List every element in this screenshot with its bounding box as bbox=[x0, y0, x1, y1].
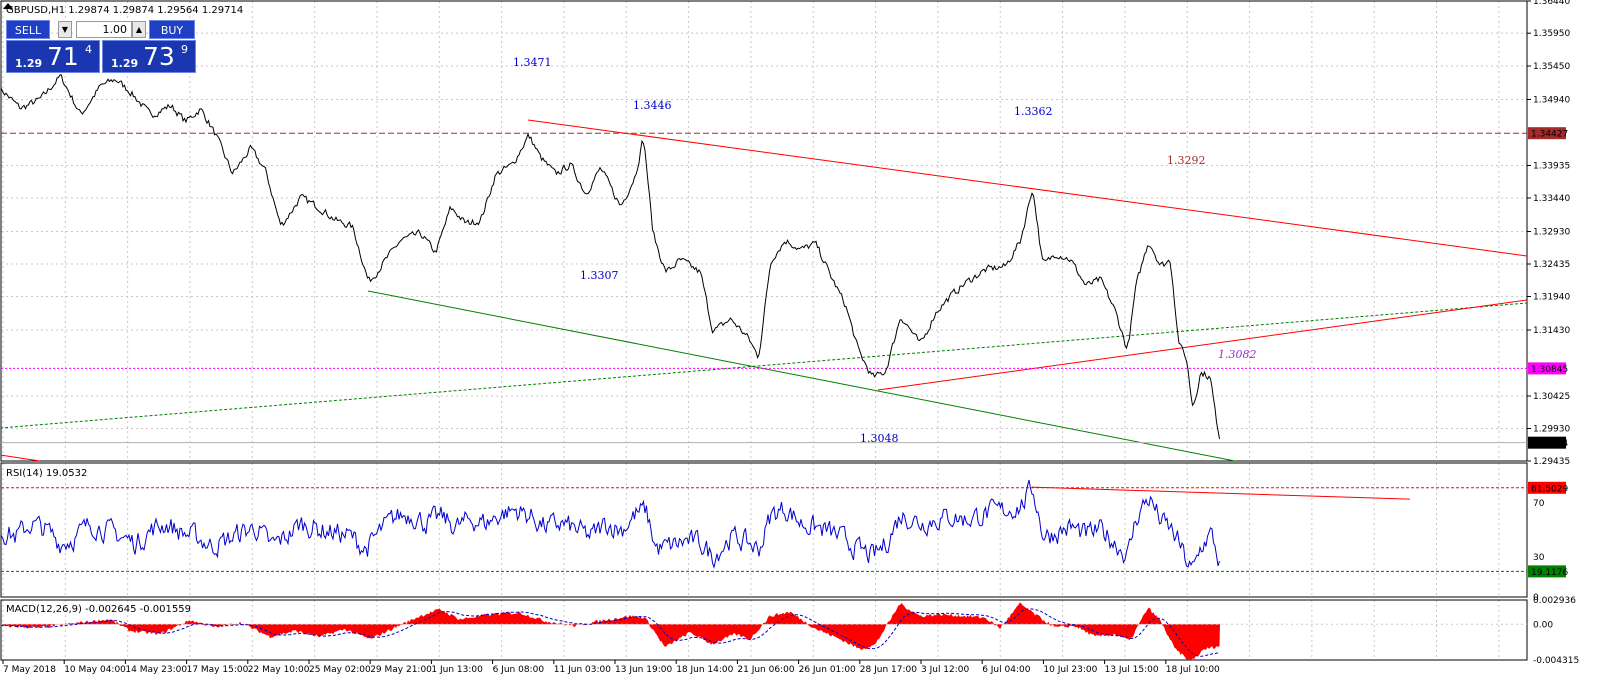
buy-price-box[interactable]: 1.29 73 9 bbox=[102, 40, 196, 73]
y-tick-label: 1.35950 bbox=[1533, 29, 1570, 39]
panel-border bbox=[0, 462, 1528, 598]
macd-tick-label: 0.00 bbox=[1533, 620, 1553, 630]
price-tag-current: 1.29714 bbox=[1531, 439, 1568, 449]
y-tick-label: 1.32435 bbox=[1533, 260, 1570, 270]
x-tick-label: 13 Jun 19:00 bbox=[615, 665, 672, 675]
level-label: 1.3471 bbox=[513, 56, 552, 69]
rsi-tick-label: 70 bbox=[1533, 499, 1545, 509]
buy-price-pips: 73 bbox=[143, 42, 175, 71]
y-tick-label: 1.31940 bbox=[1533, 293, 1570, 303]
level-label: 1.3292 bbox=[1167, 154, 1206, 167]
grid-lines bbox=[1, 0, 1527, 660]
panel-border bbox=[0, 599, 1528, 661]
price-tag-current-bg bbox=[1528, 436, 1566, 449]
axes: 1.36440 1.35950 1.35450 1.34940 1.33935 1.334… bbox=[2, 0, 1579, 675]
price-panel bbox=[1, 74, 1527, 461]
x-tick-label: 14 May 23:00 bbox=[125, 665, 187, 675]
x-tick-label: 25 May 02:00 bbox=[309, 665, 371, 675]
y-tick-label: 1.35450 bbox=[1533, 62, 1570, 72]
buy-price-prefix: 1.29 bbox=[111, 57, 139, 70]
level-label: 1.3362 bbox=[1014, 105, 1053, 118]
rsi-tick-label: 0 bbox=[1533, 593, 1539, 603]
macd-tick-label: -0.004315 bbox=[1533, 656, 1579, 666]
level-label: 1.3048 bbox=[860, 432, 899, 445]
sell-price-pips: 71 bbox=[47, 42, 79, 71]
rsi-title: RSI(14) 19.0532 bbox=[6, 468, 87, 479]
x-tick-label: 10 May 04:00 bbox=[64, 665, 126, 675]
price-series-line bbox=[1, 74, 1220, 440]
rsi-tag: 19.1176 bbox=[1531, 568, 1568, 578]
red-rising-line bbox=[877, 299, 1527, 391]
price-tag-resistance: 1.34427 bbox=[1531, 130, 1568, 140]
x-tick-label: 28 Jun 17:00 bbox=[860, 665, 917, 675]
x-tick-label: 18 Jun 14:00 bbox=[676, 665, 733, 675]
rsi-tag-bg bbox=[1528, 565, 1566, 578]
green-support-line bbox=[367, 290, 1238, 461]
macd-title: MACD(12,26,9) -0.002645 -0.001559 bbox=[6, 604, 191, 615]
macd-signal-line bbox=[1, 608, 1220, 657]
x-tick-label: 26 Jun 01:00 bbox=[799, 665, 856, 675]
x-tick-label: 11 Jun 03:00 bbox=[554, 665, 611, 675]
x-tick-label: 7 May 2018 bbox=[3, 665, 56, 675]
sell-price-fraction: 4 bbox=[85, 43, 92, 56]
x-tick-label: 17 May 15:00 bbox=[187, 665, 249, 675]
rsi-tag-bg bbox=[1528, 481, 1566, 494]
x-tick-label: 10 Jul 23:00 bbox=[1043, 665, 1097, 675]
x-tick-label: 1 Jun 13:00 bbox=[431, 665, 483, 675]
x-tick-label: 3 Jul 12:00 bbox=[921, 665, 970, 675]
buy-button[interactable]: BUY bbox=[149, 20, 195, 39]
macd-panel bbox=[1, 602, 1527, 660]
level-label: 1.3307 bbox=[580, 269, 619, 282]
rsi-tick-label: 30 bbox=[1533, 553, 1545, 563]
y-tick-label: 1.29435 bbox=[1533, 457, 1570, 467]
price-tag-level-bg bbox=[1528, 362, 1566, 375]
y-tick-label: 1.32930 bbox=[1533, 227, 1570, 237]
rsi-trendline bbox=[1031, 486, 1411, 500]
rsi-tag: 81.5029 bbox=[1531, 484, 1568, 494]
x-tick-label: 29 May 21:00 bbox=[370, 665, 432, 675]
rsi-panel bbox=[1, 479, 1527, 572]
y-tick-label: 1.29930 bbox=[1533, 424, 1570, 434]
green-dotted-trendline bbox=[1, 302, 1527, 429]
red-left-line bbox=[1, 454, 41, 461]
sell-price-box[interactable]: 1.29 71 4 bbox=[6, 40, 100, 73]
symbol-title: GBPUSD,H1 1.29874 1.29874 1.29564 1.2971… bbox=[6, 5, 243, 16]
level-label: 1.3446 bbox=[633, 99, 672, 112]
y-tick-label: 1.36440 bbox=[1533, 0, 1570, 7]
one-click-trading-panel: SELL ▼ 1.00 ▲ BUY 1.29 71 4 1.29 73 9 bbox=[6, 20, 196, 73]
collapse-icon bbox=[3, 3, 13, 9]
x-tick-label: 18 Jul 10:00 bbox=[1166, 665, 1220, 675]
level-labels: 1.3471 1.3446 1.3362 1.3292 1.3307 1.3082 1.30… bbox=[513, 56, 1257, 445]
red-resistance-line bbox=[527, 119, 1527, 257]
sell-button[interactable]: SELL bbox=[6, 20, 50, 39]
lot-increase-button[interactable]: ▲ bbox=[132, 21, 146, 38]
rsi-line bbox=[1, 479, 1220, 569]
y-tick-label: 1.33440 bbox=[1533, 194, 1570, 204]
macd-tick-label: 0.002936 bbox=[1533, 596, 1576, 606]
x-tick-label: 6 Jul 04:00 bbox=[982, 665, 1031, 675]
buy-price-fraction: 9 bbox=[181, 43, 188, 56]
macd-histogram bbox=[1, 602, 1220, 660]
y-tick-label: 1.30425 bbox=[1533, 392, 1570, 402]
x-tick-label: 13 Jul 15:00 bbox=[1105, 665, 1159, 675]
lot-decrease-button[interactable]: ▼ bbox=[58, 21, 72, 38]
price-tag-resistance-bg bbox=[1528, 127, 1566, 140]
x-tick-label: 21 Jun 06:00 bbox=[737, 665, 794, 675]
price-tag-level: 1.30845 bbox=[1531, 365, 1568, 375]
panel-border bbox=[0, 0, 1528, 462]
x-tick-label: 6 Jun 08:00 bbox=[493, 665, 545, 675]
level-label: 1.3082 bbox=[1218, 348, 1257, 361]
panel-frames bbox=[0, 0, 1528, 661]
y-tick-label: 1.34940 bbox=[1533, 96, 1570, 106]
y-tick-label: 1.33935 bbox=[1533, 161, 1570, 171]
lot-size-input[interactable]: 1.00 bbox=[76, 21, 132, 38]
sell-price-prefix: 1.29 bbox=[15, 57, 43, 70]
y-tick-label: 1.31430 bbox=[1533, 326, 1570, 336]
x-tick-label: 22 May 10:00 bbox=[248, 665, 310, 675]
